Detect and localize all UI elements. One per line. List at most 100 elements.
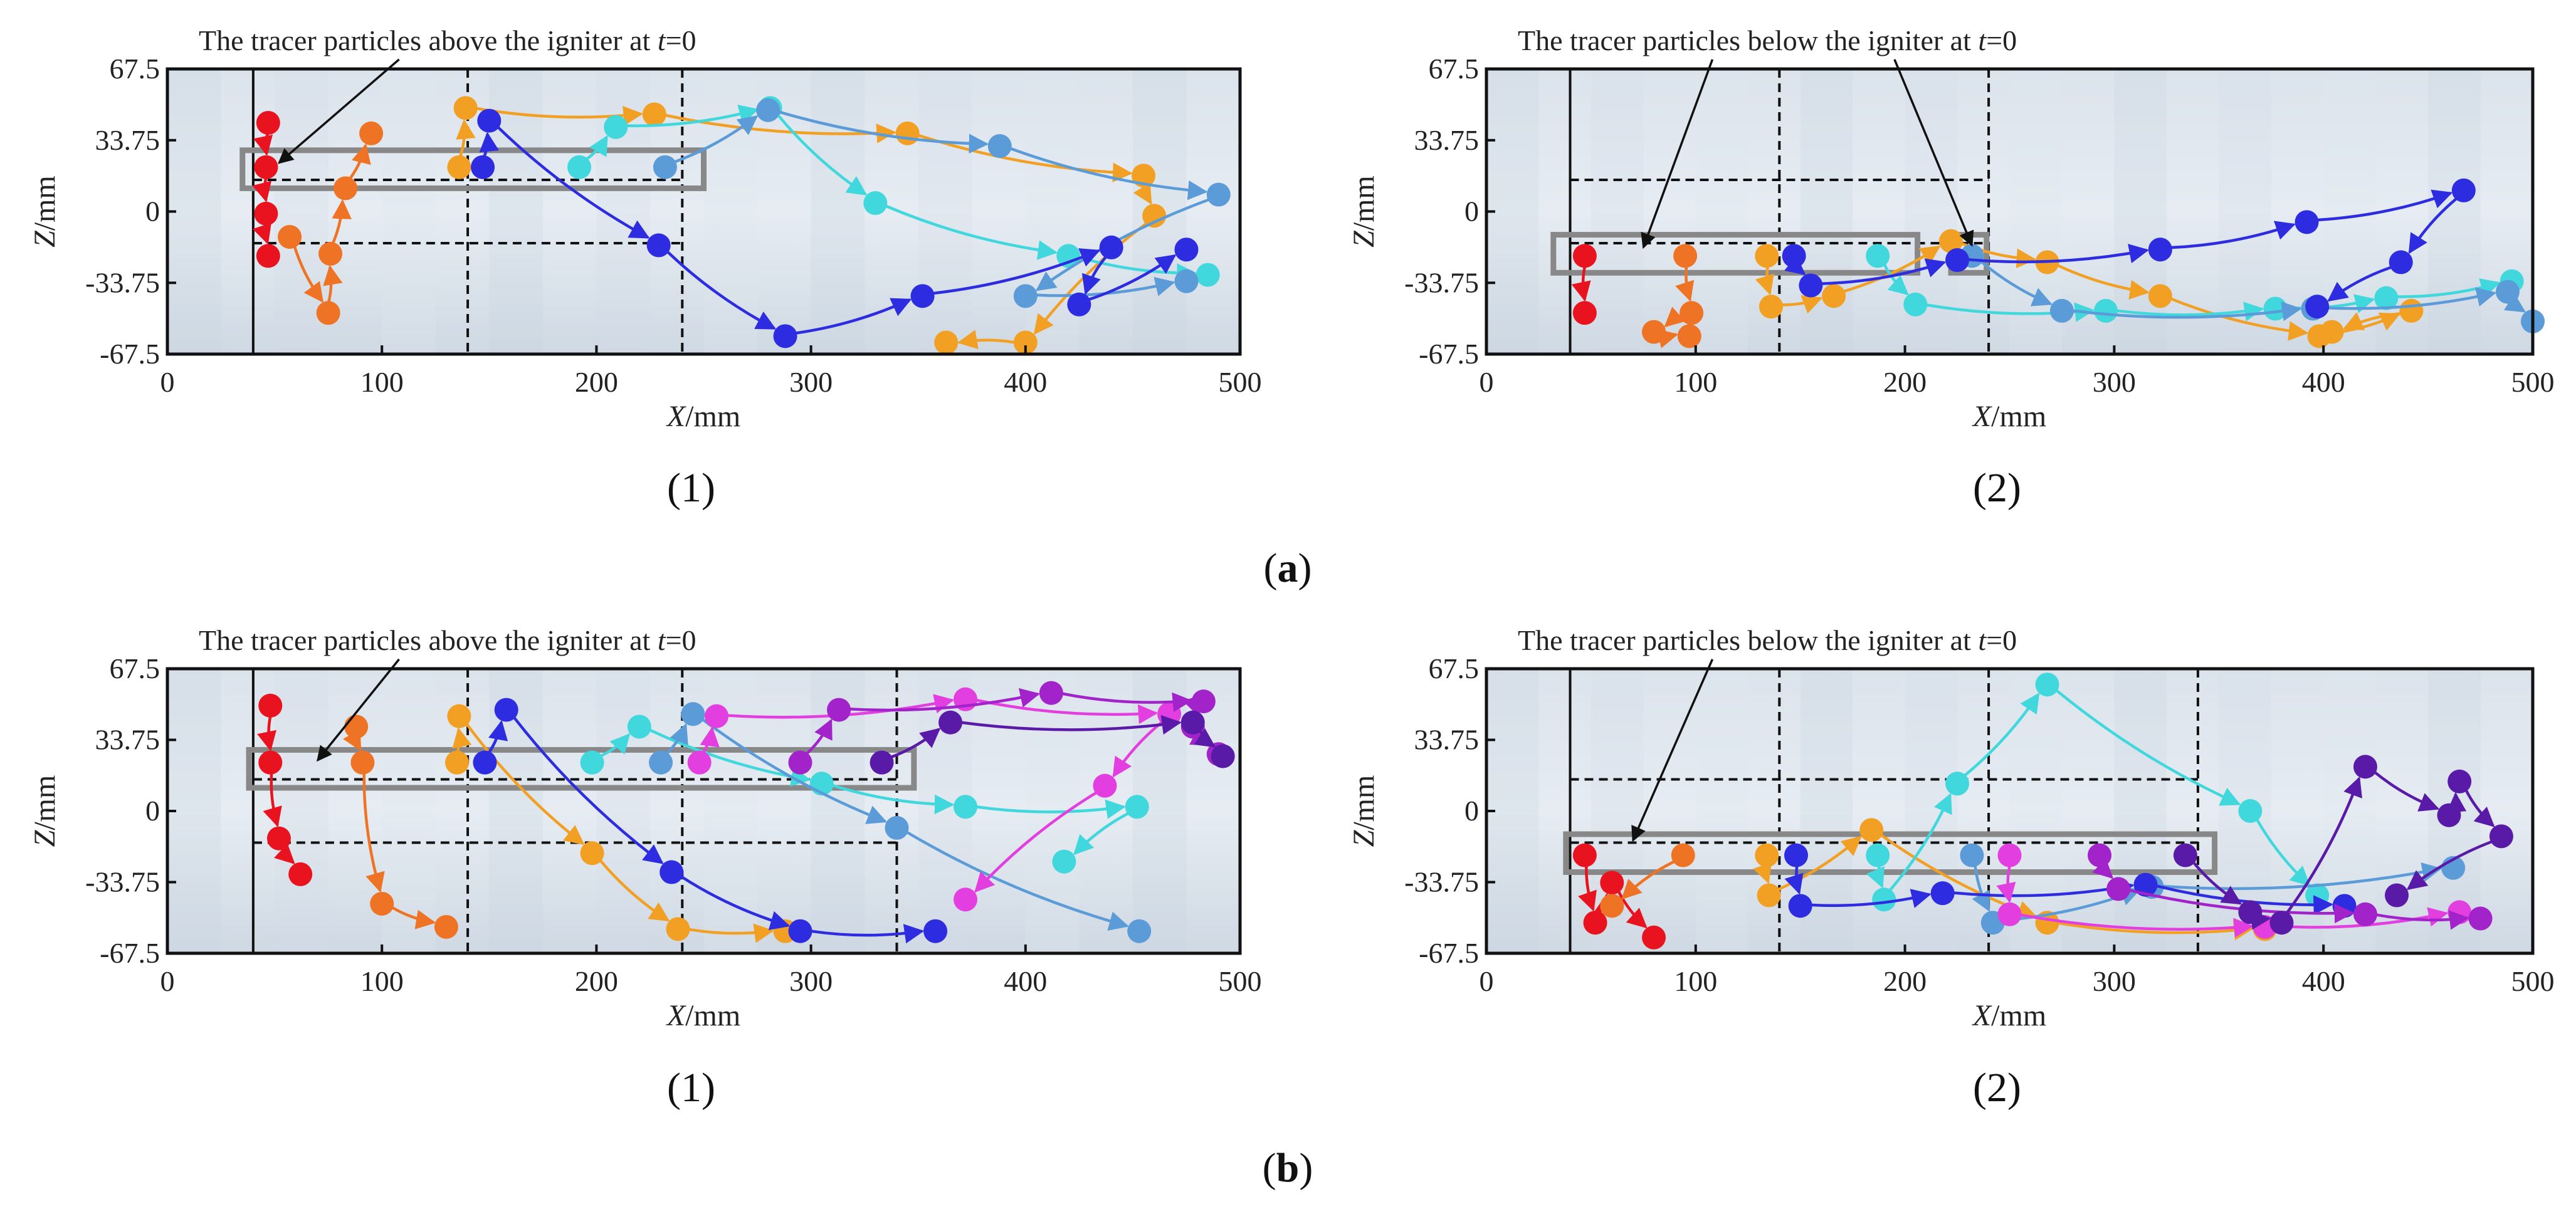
trajectory-segment-orange <box>456 119 476 157</box>
tracer-point-red <box>256 244 280 268</box>
y-axis-label-unit: /mm <box>1347 175 1380 231</box>
trajectory-segment-orange <box>1753 862 1772 884</box>
annotation-pointer-secondary <box>1893 59 1974 247</box>
x-tick-label: 500 <box>2511 366 2555 398</box>
tracer-point-red <box>256 110 280 135</box>
trajectory-segment-orange <box>476 105 643 126</box>
tracer-point-blue <box>2389 250 2413 275</box>
trajectory-segment-cyan <box>777 114 868 196</box>
panel-label: (1) <box>667 465 715 511</box>
annotation-text-end: =0 <box>1986 624 2017 656</box>
x-axis-label-unit: /mm <box>1991 999 2046 1032</box>
trajectory-segment-orange <box>1843 245 1941 293</box>
x-axis-label-var: X <box>666 400 686 433</box>
trajectory-segment-light-blue <box>1035 198 1210 291</box>
tracer-point-blue <box>1930 881 1955 906</box>
annotation-text-var: t <box>1978 24 1987 56</box>
trajectory-segment-indigo <box>2464 789 2495 827</box>
x-tick-label: 200 <box>575 366 618 398</box>
x-tick-label: 0 <box>1480 366 1494 398</box>
trajectory-segment-orange <box>1133 182 1152 205</box>
trajectory-segment-light-blue <box>2323 287 2497 310</box>
tracer-point-cyan <box>627 714 651 739</box>
tracer-point-orange-red <box>1680 301 1704 325</box>
y-axis-label-var: Z <box>1347 230 1380 248</box>
y-axis-label: Z/mm <box>28 775 61 847</box>
trajectory-segment-magenta <box>700 726 720 753</box>
y-tick-label: 67.5 <box>110 652 160 684</box>
background-shade-band <box>2114 669 2167 953</box>
trajectory-segment-cyan <box>600 733 631 758</box>
trajectory-segment-cyan <box>1073 812 1130 856</box>
trajectory-segment-blue <box>487 720 508 754</box>
trajectory-segment-cyan <box>2116 301 2264 322</box>
y-axis-label-unit: /mm <box>28 175 61 231</box>
tracer-point-light-blue <box>885 815 909 840</box>
tracer-point-cyan <box>1056 244 1081 268</box>
trajectory-segment-blue <box>2327 266 2392 302</box>
tracer-point-red <box>1642 925 1666 950</box>
panel-a1: The tracer particles above the igniter a… <box>28 24 1262 511</box>
x-tick-label: 400 <box>2302 965 2345 997</box>
tracer-point-cyan <box>1945 772 1970 796</box>
tracer-point-orange <box>1859 818 1884 842</box>
background-shade-band <box>918 69 972 354</box>
igniter-region-box <box>1550 232 1921 276</box>
x-axis-label-var: X <box>1972 400 1992 433</box>
y-tick-label: 33.75 <box>1414 724 1480 756</box>
tracer-point-light-blue <box>681 702 705 726</box>
tracer-point-indigo <box>1180 710 1205 735</box>
tracer-point-blue <box>494 698 518 722</box>
trajectory-segment-cyan <box>1964 693 2040 777</box>
tracer-point-cyan <box>2374 286 2399 310</box>
trajectory-segment-light-blue <box>1980 260 2053 306</box>
trajectory-segment-indigo <box>2192 861 2242 905</box>
tracer-point-red <box>288 862 313 886</box>
background-shade-band <box>811 69 865 354</box>
tracer-point-light-blue <box>756 98 781 122</box>
trajectory-segment-orange-red <box>1621 860 1675 900</box>
tracer-point-indigo <box>2353 755 2377 779</box>
trajectory-segment-orange-red <box>1675 266 1695 302</box>
trajectory-segment-orange <box>1755 266 1774 296</box>
tracer-point-orange <box>1755 244 1779 268</box>
x-axis-label-unit: /mm <box>1991 400 2046 433</box>
trajectory-segment-cyan <box>2255 819 2311 887</box>
trajectory-segment-red <box>1571 266 1591 302</box>
trajectory-segment-blue <box>1811 889 1932 908</box>
tracer-point-cyan <box>2094 298 2118 323</box>
trajectory-segment-cyan <box>586 135 609 160</box>
igniter-region-box <box>246 746 917 791</box>
y-axis-label: Z/mm <box>1347 775 1380 847</box>
x-axis-label-unit: /mm <box>685 999 740 1032</box>
trajectory-segment-light-blue <box>778 110 989 154</box>
tracer-point-red <box>258 693 283 718</box>
tracer-point-indigo <box>938 710 963 735</box>
trajectory-segment-magenta <box>1996 866 2016 903</box>
tracer-point-blue <box>2148 238 2172 262</box>
annotation-text-main: The tracer particles above the igniter a… <box>199 24 658 56</box>
tracer-point-orange-red <box>1600 894 1624 918</box>
annotation-text: The tracer particles above the igniter a… <box>199 624 697 656</box>
trajectory-segment-red <box>252 177 271 202</box>
tracer-point-light-blue <box>2049 298 2074 323</box>
trajectory-segment-blue <box>795 298 912 335</box>
trajectory-segment-light-blue <box>905 830 1129 931</box>
background-shade-band <box>2428 69 2481 354</box>
x-tick-label: 300 <box>2093 965 2136 997</box>
annotation-text-end: =0 <box>666 624 697 656</box>
trajectory-segment-orange <box>2056 264 2150 300</box>
x-tick-label: 400 <box>1004 366 1047 398</box>
trajectory-segment-orange-red <box>349 143 371 180</box>
tracer-point-magenta <box>705 704 729 728</box>
trajectory-segment-cyan <box>626 105 759 127</box>
y-axis-label-unit: /mm <box>28 775 61 830</box>
y-axis-label: Z/mm <box>1347 175 1380 248</box>
tracer-point-orange <box>895 121 920 145</box>
trajectory-segment-cyan <box>975 799 1126 819</box>
annotation-text-main: The tracer particles above the igniter a… <box>199 624 658 656</box>
trajectory-segment-orange-red <box>362 773 385 893</box>
background-shade-band <box>275 669 329 953</box>
tracer-point-blue <box>477 108 502 133</box>
trajectory-segment-red <box>263 773 282 827</box>
